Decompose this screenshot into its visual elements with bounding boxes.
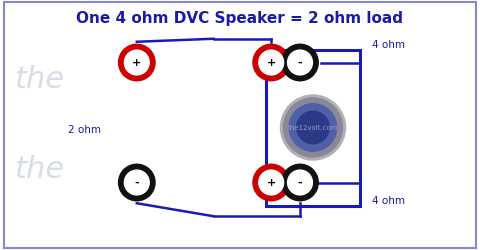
Ellipse shape [288,170,312,195]
Text: -: - [298,178,302,188]
Ellipse shape [288,50,312,75]
Text: One 4 ohm DVC Speaker = 2 ohm load: One 4 ohm DVC Speaker = 2 ohm load [76,11,404,26]
Ellipse shape [282,44,318,81]
Ellipse shape [284,98,342,157]
Ellipse shape [253,164,289,201]
Bar [266,50,360,206]
Ellipse shape [280,95,346,160]
Ellipse shape [282,164,318,201]
Ellipse shape [259,50,284,75]
Text: 4 ohm: 4 ohm [372,196,405,206]
Text: +: + [132,58,142,68]
Ellipse shape [297,111,329,144]
Text: the12volt.com: the12volt.com [288,124,338,130]
Text: 2 ohm: 2 ohm [68,125,100,135]
Text: -: - [134,178,139,188]
Text: +: + [266,58,276,68]
Ellipse shape [259,170,284,195]
Ellipse shape [253,44,289,81]
Ellipse shape [124,50,149,75]
Ellipse shape [124,170,149,195]
Text: com: com [288,156,353,184]
Text: the: the [14,66,64,94]
Ellipse shape [119,44,155,81]
Text: +: + [266,178,276,188]
Text: com: com [288,66,353,94]
Text: -: - [298,58,302,68]
Text: 4 ohm: 4 ohm [372,40,405,50]
Text: the: the [14,156,64,184]
Ellipse shape [289,104,336,151]
Ellipse shape [119,164,155,201]
